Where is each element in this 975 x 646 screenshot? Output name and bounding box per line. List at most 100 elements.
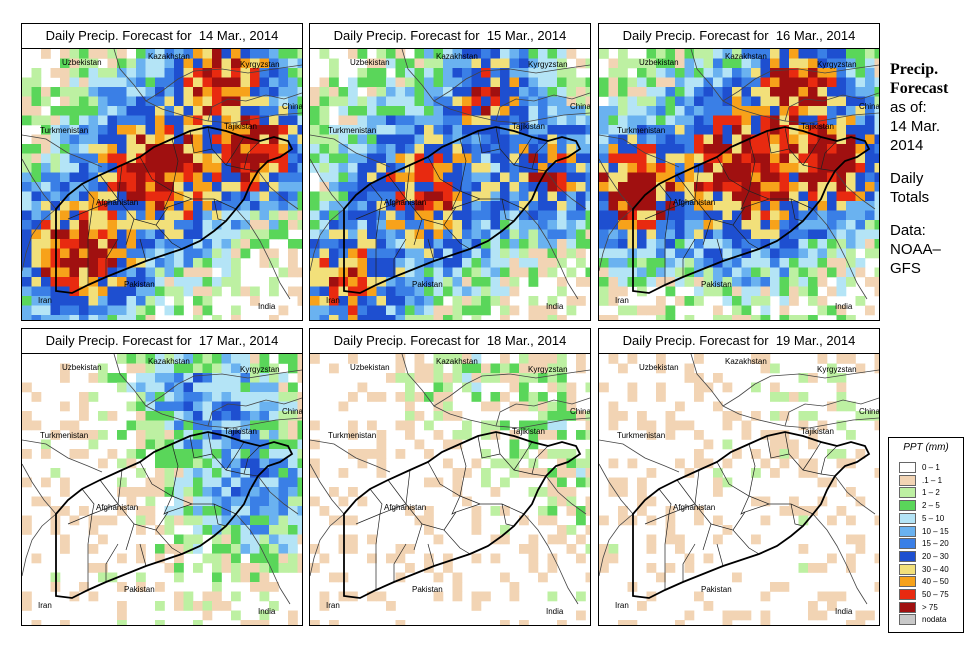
precip-cell (367, 96, 377, 107)
legend-swatch (899, 474, 916, 486)
precip-cell (183, 153, 194, 164)
precip-cell (98, 430, 108, 440)
precip-cell (684, 239, 695, 249)
precip-cell (183, 382, 194, 393)
precip-cell (846, 182, 856, 192)
precip-cell (88, 439, 99, 450)
precip-cell (329, 77, 339, 88)
precip-cell (269, 87, 279, 97)
precip-cell (221, 392, 232, 402)
precip-cell (798, 267, 809, 278)
precip-cell (183, 449, 194, 459)
precip-cell (212, 534, 222, 545)
precip-cell (462, 430, 472, 440)
country-label-uzbekistan: Uzbekistan (639, 58, 679, 67)
precip-cell (703, 182, 714, 192)
precip-cell (865, 411, 875, 421)
country-label-kazakhstan: Kazakhstan (436, 52, 478, 61)
precip-cell (528, 439, 539, 450)
precip-cell (462, 277, 472, 287)
precip-cell (88, 106, 99, 116)
precip-cell (126, 296, 137, 306)
precip-cell (675, 125, 685, 135)
country-label-kazakhstan: Kazakhstan (725, 52, 767, 61)
precip-cell (490, 487, 501, 497)
precip-cell (481, 182, 491, 192)
precip-cell (174, 258, 184, 268)
precip-cell (202, 430, 213, 440)
precip-cell (386, 134, 396, 145)
precip-cell (183, 96, 194, 107)
precip-cell (500, 305, 510, 316)
precip-cell (250, 572, 260, 583)
precip-cell (202, 496, 213, 507)
precip-cell (405, 77, 415, 88)
precip-cell (414, 96, 425, 107)
precip-cell (433, 220, 444, 230)
precip-cell (452, 239, 463, 249)
precip-cell (174, 458, 184, 469)
precip-cell (136, 373, 146, 383)
precip-cell (770, 58, 780, 69)
precip-cell (452, 220, 463, 230)
precip-cell (395, 258, 406, 268)
precip-cell (367, 144, 377, 154)
precip-cell (269, 163, 279, 173)
province-border (531, 445, 549, 475)
precip-cell (259, 58, 270, 69)
precip-cell (202, 248, 213, 259)
precip-cell (288, 172, 298, 183)
precip-cell (174, 411, 184, 421)
precip-cell (288, 496, 298, 507)
data-line3: GFS (890, 260, 921, 277)
precip-cell (386, 210, 396, 221)
precip-cell (846, 401, 856, 412)
precip-cell (481, 420, 491, 431)
precip-cell (547, 239, 558, 249)
country-label-tajikistan: Tajikistan (512, 122, 545, 131)
precip-cell (599, 220, 609, 230)
precip-cell (538, 229, 548, 240)
precip-cell (221, 487, 232, 497)
precip-cell (798, 163, 809, 173)
precip-cell (193, 458, 203, 469)
precip-cell (779, 506, 790, 516)
precip-cell (405, 182, 415, 192)
precip-cell (269, 277, 279, 287)
precip-cell (212, 182, 222, 192)
precip-cell (836, 267, 847, 278)
precip-cell (212, 172, 222, 183)
panel-title: Daily Precip. Forecast for 16 Mar., 2014 (599, 24, 879, 49)
precip-cell (557, 49, 567, 59)
precip-cell (874, 153, 879, 164)
precip-cell (798, 144, 809, 154)
precip-cell (547, 477, 558, 488)
precip-cell (414, 363, 425, 374)
precip-cell (319, 553, 330, 564)
province-border (676, 479, 712, 551)
precip-cell (656, 296, 666, 306)
precip-cell (395, 153, 406, 164)
precip-cell (240, 487, 251, 497)
precip-cell (519, 96, 529, 107)
precip-cell (566, 411, 577, 421)
precip-cell (599, 544, 609, 554)
precip-cell (221, 373, 232, 383)
precip-cell (741, 296, 752, 306)
precip-cell (31, 87, 42, 97)
precip-cell (405, 373, 415, 383)
panel-title: Daily Precip. Forecast for 17 Mar., 2014 (22, 329, 302, 354)
precip-cell (88, 239, 99, 249)
precip-cell (694, 506, 704, 516)
precip-cell (865, 96, 875, 107)
precip-cell (500, 534, 510, 545)
precip-cell (817, 182, 828, 192)
precip-cell (50, 134, 61, 145)
precip-cell (519, 68, 529, 78)
country-border (22, 463, 57, 515)
precip-cell (500, 258, 510, 268)
precip-cell (164, 449, 175, 459)
precip-cell (183, 601, 194, 611)
precip-cell (713, 373, 723, 383)
legend-label: 30 – 40 (922, 564, 949, 574)
